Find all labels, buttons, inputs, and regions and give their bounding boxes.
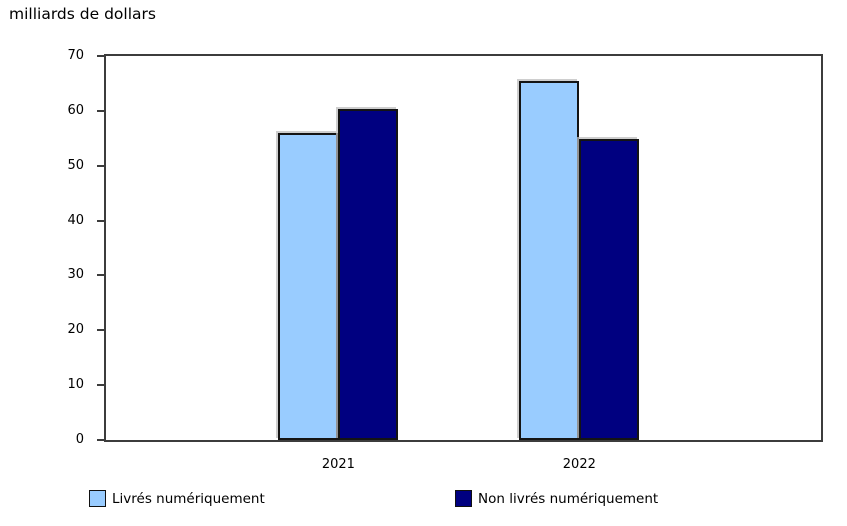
- legend-swatch-icon: [89, 490, 106, 507]
- legend-item: Livrés numériquement: [89, 490, 265, 507]
- y-axis-tick-label: 10: [67, 377, 84, 393]
- legend-swatch-icon: [455, 490, 472, 507]
- x-axis-category-label: 2022: [562, 457, 596, 472]
- y-axis-tick-label: 0: [75, 432, 84, 447]
- x-axis-category-label: 2021: [321, 457, 355, 472]
- bar-2021-series2: [338, 108, 399, 440]
- y-axis-tick-label: 50: [67, 157, 84, 173]
- y-axis-tick-label: 30: [67, 267, 84, 283]
- bar-2021-series1: [278, 132, 339, 440]
- bar-2022-series2: [579, 138, 640, 440]
- y-axis-tick: [97, 384, 104, 387]
- legend-item-label: Non livrés numériquement: [478, 490, 659, 507]
- legend-item-label: Livrés numériquement: [112, 490, 265, 507]
- y-axis-tick-label: 40: [67, 212, 84, 228]
- y-axis-tick: [97, 329, 104, 332]
- y-axis-tick: [97, 109, 104, 112]
- plot-area: 0 10 20 30 40 50 60 70: [67, 48, 823, 447]
- legend-item: Non livrés numériquement: [455, 490, 658, 507]
- y-axis-tick: [97, 274, 104, 277]
- y-axis-tick-label: 20: [67, 322, 84, 338]
- y-axis-tick-label: 60: [67, 102, 84, 118]
- y-axis-tick: [97, 219, 104, 222]
- y-axis-tick: [97, 439, 104, 441]
- y-axis-tick: [97, 55, 104, 57]
- y-axis-tick-label: 70: [67, 48, 84, 63]
- bar-2022-series1: [519, 80, 580, 440]
- y-axis-unit-label: milliards de dollars: [9, 5, 156, 23]
- y-axis-tick: [97, 164, 104, 167]
